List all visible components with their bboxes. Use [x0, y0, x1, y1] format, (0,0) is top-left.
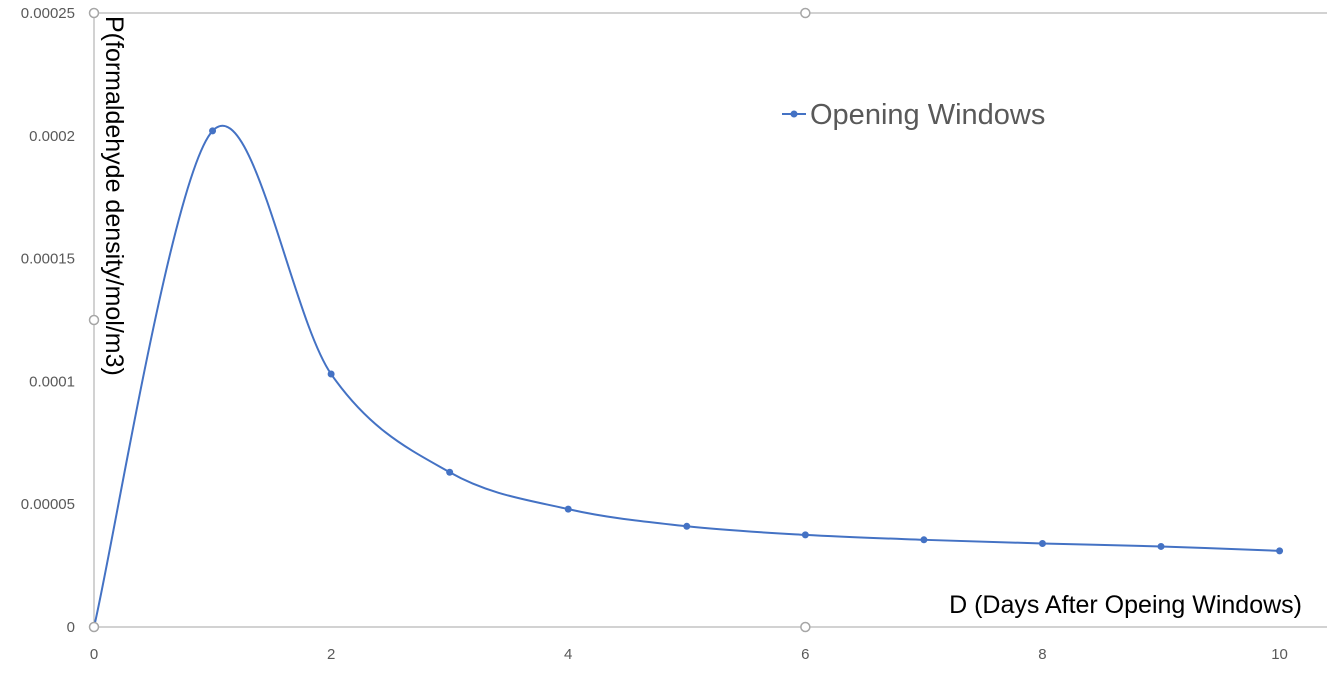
y-tick-label: 0.00025 — [21, 5, 75, 22]
y-tick-label: 0 — [67, 619, 75, 636]
x-tick-label: 10 — [1271, 646, 1288, 663]
resize-handle[interactable] — [800, 621, 811, 633]
data-point — [1038, 539, 1046, 547]
selection-handles[interactable] — [88, 7, 811, 633]
plot-area — [90, 125, 1284, 631]
resize-handle[interactable] — [88, 621, 100, 633]
tick-labels: 0 0.00005 0.0001 0.00015 0.0002 0.00025 0 2 4 6 8 1… — [21, 5, 1288, 663]
x-tick-label: 0 — [90, 646, 98, 663]
axes — [93, 12, 1327, 628]
data-point — [920, 536, 928, 544]
x-tick-label: 6 — [801, 646, 809, 663]
data-point — [327, 370, 335, 378]
y-tick-label: 0.0002 — [29, 128, 75, 145]
data-point — [1276, 547, 1284, 555]
y-tick-label: 0.0001 — [29, 373, 75, 390]
x-tick-label: 4 — [564, 646, 572, 663]
data-point — [683, 522, 691, 530]
resize-handle[interactable] — [88, 7, 100, 19]
data-point — [209, 127, 217, 135]
y-axis-title: P(formaldehyde density/mol/m3) — [100, 16, 128, 376]
legend-series-name: Opening Windows — [810, 99, 1045, 131]
data-point — [446, 468, 454, 476]
x-tick-label: 2 — [327, 646, 335, 663]
x-tick-label: 8 — [1038, 646, 1046, 663]
y-tick-label: 0.00005 — [21, 496, 75, 513]
resize-handle[interactable] — [88, 314, 100, 326]
x-axis-title: D (Days After Opeing Windows) — [949, 591, 1302, 619]
data-point — [564, 505, 572, 513]
resize-handle[interactable] — [800, 7, 811, 19]
data-point — [1157, 542, 1165, 550]
series-line — [93, 125, 1280, 628]
data-point — [801, 531, 809, 539]
y-tick-label: 0.00015 — [21, 251, 75, 268]
legend-marker — [790, 110, 798, 118]
legend: Opening Windows — [782, 99, 1045, 131]
